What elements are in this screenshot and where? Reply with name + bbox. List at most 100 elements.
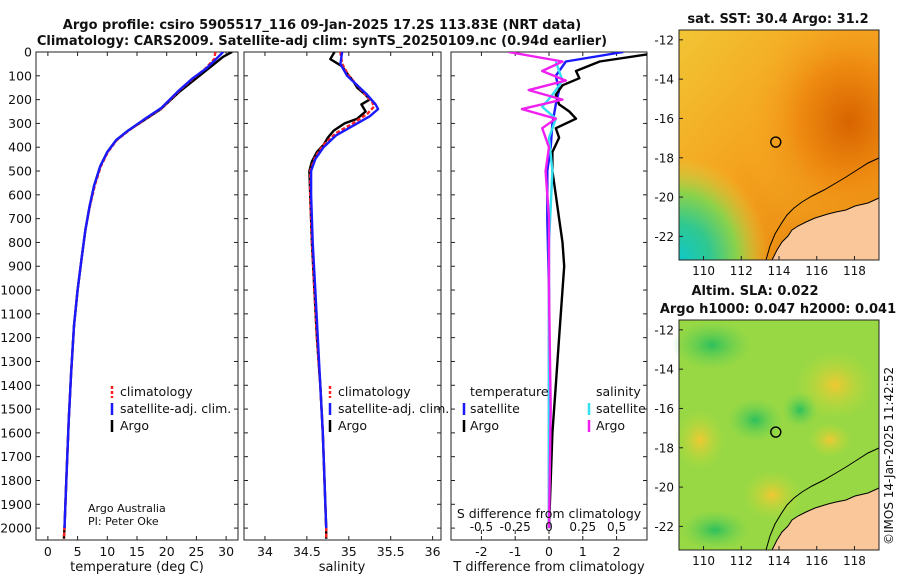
map-y-tick-label: -22	[654, 230, 674, 244]
sst-x-ticks: 110 112 114 116 118	[692, 256, 866, 278]
legend-climatology-label: climatology	[338, 384, 411, 399]
x-tick-label: 0	[545, 544, 553, 559]
map-y-tick-label: -18	[654, 151, 674, 165]
imos-timestamp: ©IMOS 14-Jan-2025 11:42:52	[882, 367, 896, 545]
map-x-tick-label: 114	[768, 264, 791, 278]
credit-line2: PI: Peter Oke	[88, 515, 159, 528]
sla-anomaly-low	[672, 320, 752, 370]
sla-anomaly-low	[680, 510, 750, 550]
y-tick-label: 1400	[0, 378, 32, 393]
y-tick-label: 1700	[0, 449, 32, 464]
map-x-tick-label: 110	[692, 264, 715, 278]
x-tick-label: 20	[159, 544, 175, 559]
series-line-s-argo	[508, 52, 568, 529]
legend-t-satellite-label: satellite	[470, 401, 520, 416]
temperature-x-ticks: 0 5 10 15 20 25 30	[44, 52, 234, 559]
x-tick-label: 2	[613, 544, 621, 559]
series-line-satellite-adj-clim-	[309, 52, 380, 529]
map-y-tick-label: -20	[654, 481, 674, 495]
sla-anomaly-low	[727, 398, 783, 442]
map-y-tick-label: -14	[654, 363, 674, 377]
sla-land	[771, 487, 880, 551]
sla-anomaly-high	[742, 470, 802, 520]
x-tick-label: 34.5	[293, 544, 321, 559]
map-x-tick-label: 118	[843, 554, 866, 568]
sla-map-title-line2: Argo h1000: 0.047 h2000: 0.041	[660, 302, 896, 317]
x-tick-label: -1	[509, 544, 521, 559]
legend-climatology-label: climatology	[120, 384, 193, 399]
salinity-x-label: salinity	[319, 560, 366, 575]
sla-argo-marker	[770, 426, 782, 438]
y-tick-label: 800	[8, 235, 32, 250]
y-tick-label: 300	[8, 116, 32, 131]
sst-map-title: sat. SST: 30.4 Argo: 31.2	[687, 12, 868, 27]
sst-map: 110 112 114 116 118 -12 -14 -16 -18 -20 -22	[654, 29, 880, 278]
map-y-tick-label: -14	[654, 73, 674, 87]
temperature-series	[62, 52, 233, 539]
y-tick-label: 1200	[0, 330, 32, 345]
s-tick-label: -0.25	[500, 520, 531, 534]
salinity-legend: climatology satellite-adj. clim. Argo	[328, 384, 449, 433]
x-tick-label: 25	[188, 544, 204, 559]
legend-s-satellite-label: satellite	[596, 401, 646, 416]
map-y-tick-label: -18	[654, 441, 674, 455]
y-tick-label: 0	[24, 45, 32, 60]
map-x-tick-label: 116	[805, 264, 828, 278]
difference-legend: temperature salinity satellite Argo sate…	[462, 384, 646, 433]
map-x-tick-label: 112	[730, 554, 753, 568]
map-y-tick-label: -22	[654, 520, 674, 534]
legend-argo-label: Argo	[338, 418, 367, 433]
legend-s-argo-label: Argo	[596, 418, 625, 433]
temperature-x-label: temperature (deg C)	[70, 560, 204, 575]
map-y-tick-label: -16	[654, 112, 674, 126]
sla-isobath	[765, 447, 880, 551]
series-line-satellite-adj-clim-	[63, 52, 224, 529]
map-y-tick-label: -12	[654, 323, 674, 337]
sst-land	[771, 197, 880, 261]
s-tick-label: 0	[545, 520, 553, 534]
map-x-tick-label: 118	[843, 264, 866, 278]
legend-temperature-title: temperature	[470, 384, 549, 399]
sst-argo-marker	[770, 136, 782, 148]
sla-anomaly-high	[675, 410, 725, 470]
salinity-series	[308, 52, 380, 539]
salinity-x-ticks: 34 34.5 35 35.5 36	[257, 52, 441, 559]
map-y-tick-label: -16	[654, 402, 674, 416]
legend-argo-label: Argo	[120, 418, 149, 433]
x-tick-label: 36	[425, 544, 441, 559]
y-tick-label: 1600	[0, 425, 32, 440]
temperature-axes-box	[35, 51, 239, 541]
figure-title-line2: Climatology: CARS2009. Satellite-adj cli…	[37, 34, 607, 49]
map-x-tick-label: 114	[768, 554, 791, 568]
x-tick-label: 35	[341, 544, 357, 559]
map-y-tick-label: -12	[654, 33, 674, 47]
y-tick-label: 1900	[0, 497, 32, 512]
y-tick-label: 1500	[0, 402, 32, 417]
map-y-tick-label: -20	[654, 191, 674, 205]
difference-series	[508, 52, 647, 529]
y-tick-label: 100	[8, 68, 32, 83]
temperature-panel: 0100200300400500600700800900100011001200…	[0, 45, 239, 575]
sst-y-ticks: -12 -14 -16 -18 -20 -22	[654, 33, 683, 244]
x-tick-label: 34	[257, 544, 273, 559]
difference-x-ticks: -2 -1 0 1 2	[475, 52, 621, 559]
map-x-tick-label: 110	[692, 554, 715, 568]
legend-t-argo-label: Argo	[470, 418, 499, 433]
credit-line1: Argo Australia	[88, 502, 166, 515]
y-tick-label: 900	[8, 259, 32, 274]
y-tick-label: 200	[8, 92, 32, 107]
y-tick-label: 2000	[0, 521, 32, 536]
x-tick-label: -2	[475, 544, 487, 559]
x-tick-label: 15	[129, 544, 145, 559]
sla-y-ticks: -12 -14 -16 -18 -20 -22	[654, 323, 683, 534]
sla-map: 110 112 114 116 118 -12 -14 -16 -18 -20 -22	[654, 319, 880, 568]
salinity-panel: 34 34.5 35 35.5 36 salinity climatology sate…	[243, 51, 449, 575]
y-tick-label: 500	[8, 164, 32, 179]
legend-satellite-label: satellite-adj. clim.	[120, 401, 231, 416]
map-x-tick-label: 116	[805, 554, 828, 568]
salinity-y-ticks	[244, 51, 441, 529]
y-tick-label: 1100	[0, 306, 32, 321]
sst-isobath	[765, 157, 880, 261]
legend-satellite-label: satellite-adj. clim.	[338, 401, 449, 416]
